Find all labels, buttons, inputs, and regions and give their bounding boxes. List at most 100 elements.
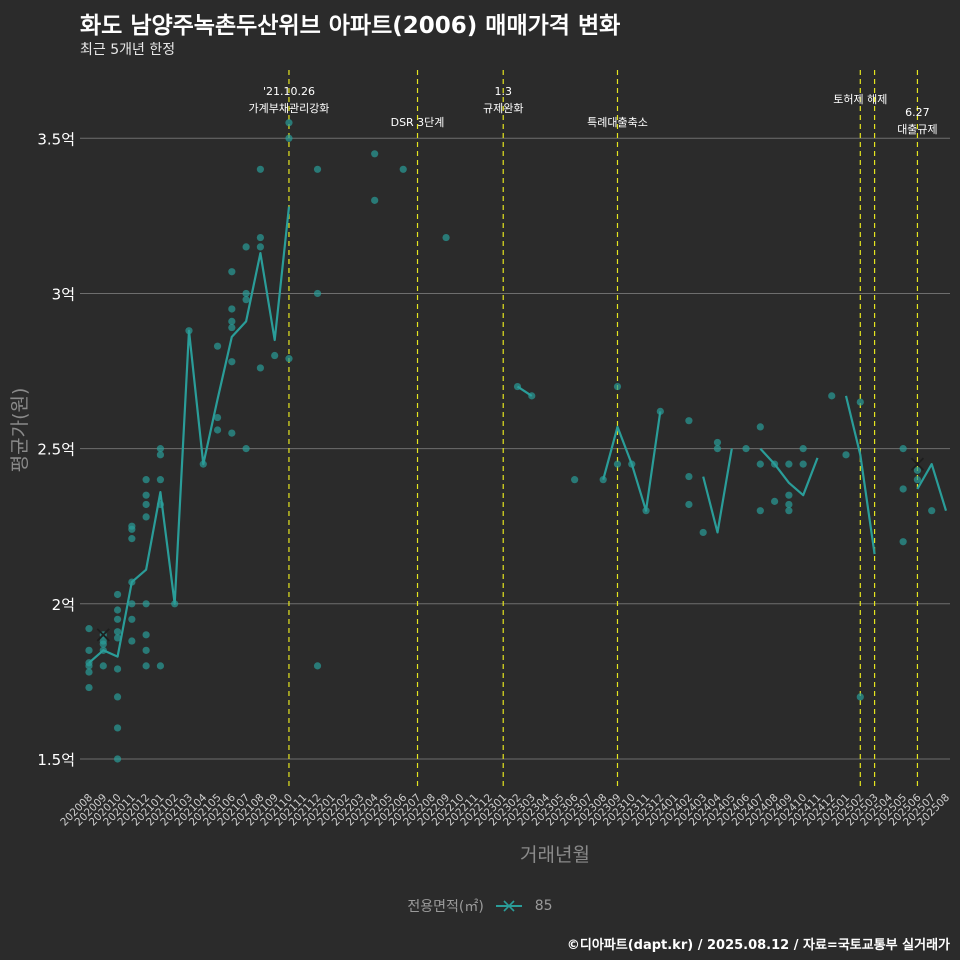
data-point xyxy=(785,460,793,468)
data-point xyxy=(899,445,907,453)
data-point xyxy=(128,637,136,645)
price-chart: 1.5억2억2.5억3억3.5억202008202009202010202011… xyxy=(9,70,952,866)
data-point xyxy=(842,451,850,459)
data-point xyxy=(913,466,922,474)
data-point xyxy=(256,364,264,372)
legend-item-label: 85 xyxy=(534,898,553,914)
series-line xyxy=(916,463,948,512)
event-label: 특례대출축소 xyxy=(587,116,648,129)
data-point xyxy=(85,625,93,633)
series-line xyxy=(602,411,662,512)
data-point xyxy=(99,640,107,648)
data-point xyxy=(142,513,150,521)
data-point xyxy=(113,665,122,673)
data-point xyxy=(685,472,693,481)
data-point xyxy=(242,445,250,453)
data-point xyxy=(142,491,150,499)
data-point xyxy=(285,119,293,127)
data-point xyxy=(713,438,722,447)
data-point xyxy=(113,724,122,732)
y-axis-title: 평균가(원) xyxy=(9,388,31,473)
legend-title: 전용면적(㎡) xyxy=(407,899,484,915)
data-point xyxy=(156,476,165,484)
series-line xyxy=(759,447,819,497)
data-point xyxy=(128,615,136,623)
y-tick-label: 2억 xyxy=(52,596,75,614)
data-point xyxy=(685,500,693,509)
y-tick-label: 1.5억 xyxy=(37,751,75,769)
data-point xyxy=(242,243,250,251)
data-point xyxy=(156,662,165,670)
y-tick-label: 3억 xyxy=(52,285,75,303)
data-point xyxy=(256,243,264,251)
data-point xyxy=(313,662,322,670)
data-point xyxy=(113,755,122,763)
data-point xyxy=(142,500,150,509)
data-point xyxy=(399,165,407,173)
event-label: 6.27 xyxy=(905,106,930,119)
data-point xyxy=(228,268,236,276)
data-point xyxy=(228,358,236,366)
event-label: 토허제 해제 xyxy=(833,92,887,106)
data-point xyxy=(928,507,936,515)
data-point xyxy=(699,528,707,537)
data-point xyxy=(756,460,764,468)
data-point xyxy=(85,662,93,670)
data-point xyxy=(285,134,293,142)
source-caption: ©디아파트(dapt.kr) / 2025.08.12 / 자료=국토교통부 실… xyxy=(566,938,950,953)
data-point xyxy=(713,445,722,453)
data-point xyxy=(156,451,165,459)
data-point xyxy=(771,497,779,505)
data-point xyxy=(828,392,836,400)
data-point xyxy=(142,600,150,608)
data-point xyxy=(856,398,864,406)
data-point xyxy=(113,606,122,614)
data-point xyxy=(128,535,136,543)
series-line xyxy=(88,206,291,664)
data-point xyxy=(785,500,793,509)
x-marker-stroke xyxy=(910,457,925,471)
x-marker-stroke xyxy=(96,628,110,642)
event-label: DSR 3단계 xyxy=(391,116,445,129)
series-line xyxy=(702,448,733,534)
data-point xyxy=(113,693,122,701)
data-point xyxy=(242,296,250,304)
data-point xyxy=(85,668,93,676)
event-label: 1.3 xyxy=(494,85,512,98)
data-point xyxy=(856,693,864,701)
data-point xyxy=(142,631,150,639)
data-point xyxy=(913,476,922,484)
data-point xyxy=(256,233,264,242)
event-label: 규제완화 xyxy=(483,102,523,115)
data-point xyxy=(271,351,279,360)
legend: 전용면적(㎡) 85 xyxy=(0,896,960,916)
data-point xyxy=(799,460,807,468)
y-tick-label: 2.5억 xyxy=(37,441,75,459)
data-point xyxy=(156,445,165,453)
data-point xyxy=(85,683,93,692)
data-point xyxy=(371,196,379,204)
data-point xyxy=(313,289,322,298)
data-point xyxy=(685,417,693,425)
data-point xyxy=(899,485,907,493)
data-point xyxy=(613,382,622,391)
data-point xyxy=(899,538,907,546)
data-point xyxy=(128,600,136,608)
data-point xyxy=(371,150,379,158)
x-axis-title: 거래년월 xyxy=(520,844,590,866)
data-point xyxy=(142,662,150,670)
data-point xyxy=(228,323,236,332)
data-point xyxy=(213,426,222,434)
data-point xyxy=(85,646,93,654)
data-point xyxy=(228,305,236,313)
data-point xyxy=(113,615,122,623)
data-point xyxy=(756,507,764,515)
data-point xyxy=(785,507,793,515)
data-point xyxy=(113,590,122,599)
y-tick-label: 3.5억 xyxy=(37,130,75,148)
data-point xyxy=(213,413,222,422)
data-point xyxy=(99,662,107,670)
data-point xyxy=(228,317,236,325)
series-line xyxy=(516,385,533,397)
